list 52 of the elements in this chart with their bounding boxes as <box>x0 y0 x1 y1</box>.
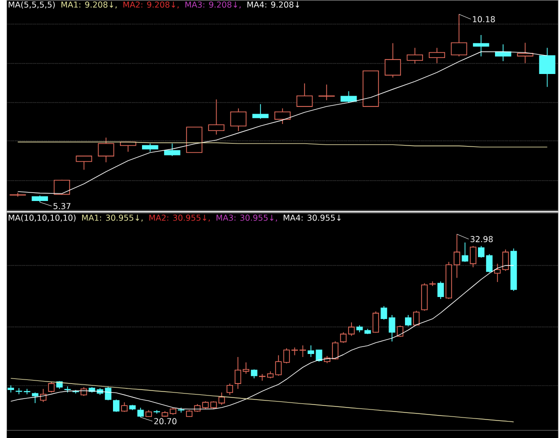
candlestick <box>98 137 114 163</box>
candlestick <box>406 47 423 64</box>
candlestick <box>384 42 401 78</box>
candlestick <box>429 280 436 286</box>
candlestick <box>252 104 269 120</box>
candlestick <box>164 143 180 156</box>
candlestick <box>234 356 242 390</box>
candlestick <box>396 325 404 338</box>
annotation: 20.70 <box>154 418 176 424</box>
annotation: MA1: 30.955↓, <box>82 214 143 222</box>
annotation: MA3: 30.955↓, <box>216 214 277 222</box>
candlestick <box>230 108 247 132</box>
candlestick <box>32 392 38 404</box>
chart-title: MA(5,5,5,5) <box>8 1 55 9</box>
annotation: MA1: 9.208↓, <box>61 1 117 8</box>
annotation: 10.18 <box>472 16 495 22</box>
candlestick <box>226 383 234 396</box>
candlestick <box>76 156 92 170</box>
candlestick <box>274 108 291 124</box>
candlestick <box>178 407 184 413</box>
candlestick <box>388 314 396 342</box>
candlestick <box>437 280 444 300</box>
candlestick <box>137 407 144 418</box>
candlestick <box>517 42 534 64</box>
candlestick <box>113 398 120 412</box>
annotation: MA3: 9.208↓, <box>185 1 241 8</box>
candlestick <box>380 306 388 320</box>
candlestick <box>121 402 128 412</box>
candlestick <box>64 386 71 393</box>
candlestick <box>308 344 314 358</box>
candlestick <box>470 245 476 268</box>
candlestick <box>502 249 509 272</box>
candlestick <box>24 388 30 395</box>
candlestick <box>372 310 380 333</box>
annotation: 32.98 <box>470 236 493 242</box>
candlestick <box>494 263 501 282</box>
candlestick <box>462 242 468 262</box>
annotation: MA4: 30.955↓ <box>284 214 341 221</box>
chart-title: MA(10,10,10,10) <box>8 214 76 222</box>
candlestick <box>413 310 420 326</box>
annotation: 5.37 <box>54 202 70 210</box>
candlestick <box>48 381 55 393</box>
candlestick <box>296 82 313 107</box>
candlestick <box>539 47 556 88</box>
annotation: MA2: 30.955↓, <box>149 214 210 222</box>
candlestick <box>208 98 224 135</box>
annotation: MA4: 9.208↓ <box>247 1 300 8</box>
candlestick <box>16 388 22 395</box>
annotation: MA2: 9.208↓, <box>123 1 179 8</box>
candlestick <box>428 47 446 64</box>
candlestick <box>404 314 412 327</box>
candlestick <box>472 34 490 57</box>
